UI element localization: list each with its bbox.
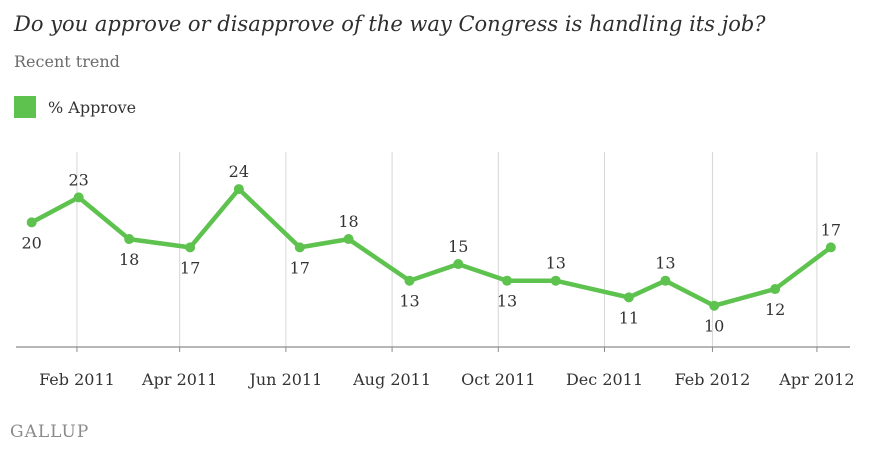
data-label: 13: [497, 292, 517, 311]
data-label: 13: [655, 254, 675, 273]
series-line-layer: [29, 186, 834, 308]
data-label: 12: [765, 300, 785, 319]
data-point: [343, 234, 354, 245]
data-label: 10: [704, 317, 724, 336]
x-tick-label: Oct 2011: [461, 370, 535, 389]
data-point: [233, 184, 244, 195]
data-point: [185, 242, 196, 253]
x-tick-label: Aug 2011: [352, 370, 431, 389]
x-tick-label: Apr 2012: [778, 370, 854, 389]
legend-swatch: [14, 96, 36, 118]
data-point: [404, 275, 415, 286]
chart-subtitle: Recent trend: [14, 52, 120, 71]
data-label: 17: [821, 220, 841, 239]
data-point: [501, 275, 512, 286]
chart-title: Do you approve or disapprove of the way …: [14, 12, 766, 36]
data-point: [453, 259, 464, 270]
data-label: 13: [399, 292, 419, 311]
x-axis: Feb 2011 Apr 2011 Jun 2011 Aug 2011 Oct 2011…: [16, 346, 855, 389]
data-label: 13: [546, 254, 566, 273]
x-tick-label: Feb 2011: [39, 370, 115, 389]
data-label: 11: [619, 308, 639, 327]
data-point: [709, 300, 720, 311]
data-labels: 20 23 18 17 24 17 18 13 15 13 13 11 13 10 12 17: [21, 162, 841, 336]
x-tick-label: Apr 2011: [141, 370, 217, 389]
series-line: [29, 186, 834, 308]
data-label: 18: [338, 212, 358, 231]
data-label: 24: [229, 162, 249, 181]
data-point: [26, 217, 37, 228]
data-points: [26, 184, 836, 311]
data-label: 17: [180, 258, 200, 277]
x-tick-label: Dec 2011: [566, 370, 643, 389]
data-label: 15: [448, 237, 468, 256]
data-point: [550, 275, 561, 286]
x-tick-label: Jun 2011: [247, 370, 322, 389]
data-point: [73, 192, 84, 203]
data-point: [294, 242, 305, 253]
data-point: [770, 284, 781, 295]
data-label: 23: [69, 170, 89, 189]
data-point: [825, 242, 836, 253]
data-label: 17: [290, 258, 310, 277]
data-point: [660, 275, 671, 286]
data-label: 20: [21, 233, 41, 252]
data-point: [124, 234, 135, 245]
gridlines: [76, 152, 818, 347]
x-tick-label: Feb 2012: [675, 370, 751, 389]
legend-label: % Approve: [48, 97, 137, 117]
gallup-logo: GALLUP: [10, 422, 90, 442]
data-label: 18: [119, 250, 139, 269]
chart-legend: % Approve: [14, 96, 136, 118]
data-point: [623, 292, 634, 303]
